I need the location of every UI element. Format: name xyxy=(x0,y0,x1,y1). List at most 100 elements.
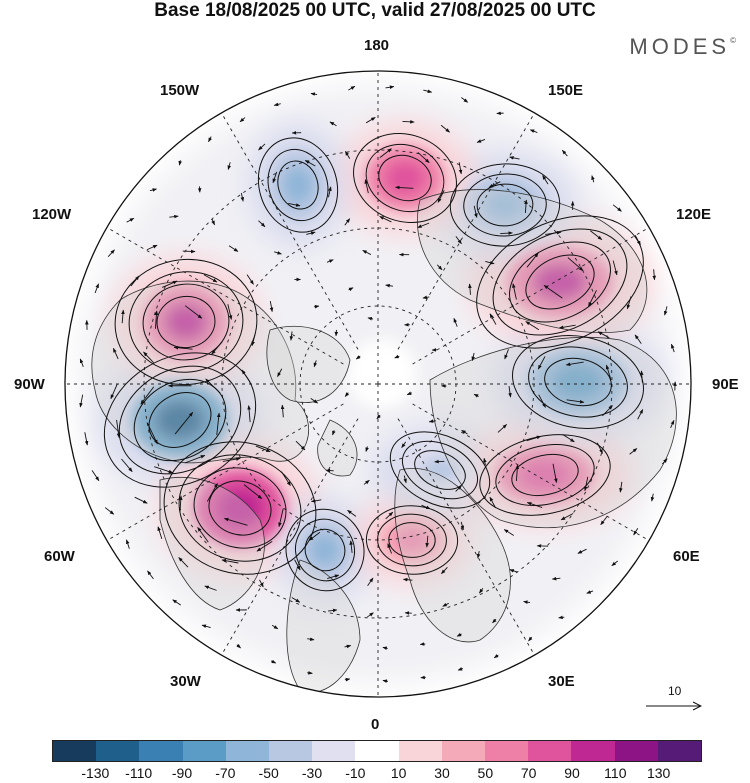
coastline xyxy=(317,419,358,477)
colorbar-cell xyxy=(312,741,356,761)
wind-vector xyxy=(577,548,587,554)
pole-area xyxy=(348,340,416,408)
wind-vector xyxy=(174,411,194,435)
stream-contour xyxy=(449,163,561,247)
wind-vector xyxy=(255,445,271,453)
wind-vector xyxy=(403,475,407,484)
wind-vector xyxy=(637,409,644,420)
wind-vector xyxy=(205,378,221,394)
wind-vector xyxy=(173,345,193,350)
wind-vector xyxy=(551,576,561,581)
wind-vector xyxy=(258,143,266,151)
stream-contour xyxy=(402,440,478,500)
wind-vector xyxy=(146,422,158,445)
wind-vector xyxy=(382,646,388,651)
wind-vector xyxy=(663,306,668,316)
copyright-mark: © xyxy=(730,36,736,45)
anomaly-peak xyxy=(154,400,206,440)
wind-vector xyxy=(529,129,538,133)
wind-vector xyxy=(545,230,562,235)
wind-vector xyxy=(243,484,263,500)
wind-vector xyxy=(387,543,392,554)
wind-vector xyxy=(526,502,543,508)
wind-vector xyxy=(402,120,415,124)
wind-vector xyxy=(291,597,301,603)
colorbar xyxy=(52,740,702,762)
wind-vector xyxy=(417,222,430,228)
wind-vector xyxy=(524,199,528,214)
wind-vector xyxy=(221,558,239,564)
wind-vector xyxy=(588,290,597,307)
wind-vector xyxy=(455,485,462,492)
wind-vector xyxy=(94,283,99,294)
colorbar-tick-label: -10 xyxy=(345,765,366,781)
wind-vector xyxy=(178,557,189,568)
wind-vector xyxy=(304,159,316,167)
wind-vector xyxy=(461,429,468,435)
wind-vector xyxy=(203,274,218,283)
wind-vector xyxy=(485,260,495,265)
wind-vector xyxy=(458,162,463,175)
wind-vector xyxy=(154,466,174,474)
stream-contour xyxy=(178,454,302,562)
wind-vector xyxy=(509,569,518,573)
map-boundary xyxy=(64,70,692,698)
wind-vector xyxy=(441,567,448,575)
wind-vector xyxy=(278,508,284,528)
wind-vector xyxy=(149,188,157,192)
stream-contour xyxy=(509,241,611,323)
wind-vector xyxy=(307,671,313,675)
wind-vector xyxy=(567,257,584,272)
wind-vector xyxy=(310,499,322,503)
wind-vector xyxy=(492,618,497,624)
wind-vector xyxy=(256,541,273,552)
colorbar-tick-label: 130 xyxy=(646,765,671,781)
wind-vector xyxy=(634,235,641,246)
stream-contour xyxy=(388,522,436,558)
colorbar-cell xyxy=(269,741,313,761)
reference-vector-label: 10 xyxy=(668,684,682,698)
anomaly-peak xyxy=(163,302,209,342)
brand-name: MODES xyxy=(629,34,731,59)
wind-vector xyxy=(562,433,575,443)
wind-vector xyxy=(362,249,372,255)
wind-vector xyxy=(288,203,301,207)
wind-vector xyxy=(560,513,574,521)
wind-vector xyxy=(395,185,414,190)
wind-vector xyxy=(629,448,638,455)
wind-vector xyxy=(508,385,512,398)
wind-vector xyxy=(364,179,369,194)
stream-contour xyxy=(257,137,339,233)
wind-vector xyxy=(436,264,443,271)
wind-vector xyxy=(184,454,206,464)
wind-vector xyxy=(344,677,351,682)
wind-vector xyxy=(661,458,668,465)
wind-vector xyxy=(442,602,449,607)
wind-vector xyxy=(269,301,274,313)
wind-vector xyxy=(273,102,281,107)
wind-vector xyxy=(379,148,392,159)
wind-vector xyxy=(347,509,357,517)
colorbar-tick-label: -70 xyxy=(215,765,236,781)
colorbar-tick-label: -90 xyxy=(171,765,193,781)
wind-vector xyxy=(650,493,655,502)
wind-vector xyxy=(270,659,277,664)
wind-vector xyxy=(223,517,248,526)
wind-vector xyxy=(247,405,251,423)
wind-vector xyxy=(134,496,148,504)
wind-vector xyxy=(526,435,542,442)
wind-vector xyxy=(489,313,497,325)
wind-vector xyxy=(236,643,241,649)
wind-vector xyxy=(525,321,540,331)
stream-contour xyxy=(414,450,466,490)
lon-label-30w: 30W xyxy=(170,673,201,690)
wind-vector xyxy=(385,283,393,288)
wind-vector xyxy=(327,574,340,579)
wind-vector xyxy=(596,442,603,454)
wind-vector xyxy=(537,356,546,370)
wind-vector xyxy=(277,368,283,378)
wind-vector xyxy=(272,171,278,184)
lon-label-60e: 60E xyxy=(673,548,700,565)
wind-vector xyxy=(197,527,209,543)
stream-contour xyxy=(492,228,628,336)
